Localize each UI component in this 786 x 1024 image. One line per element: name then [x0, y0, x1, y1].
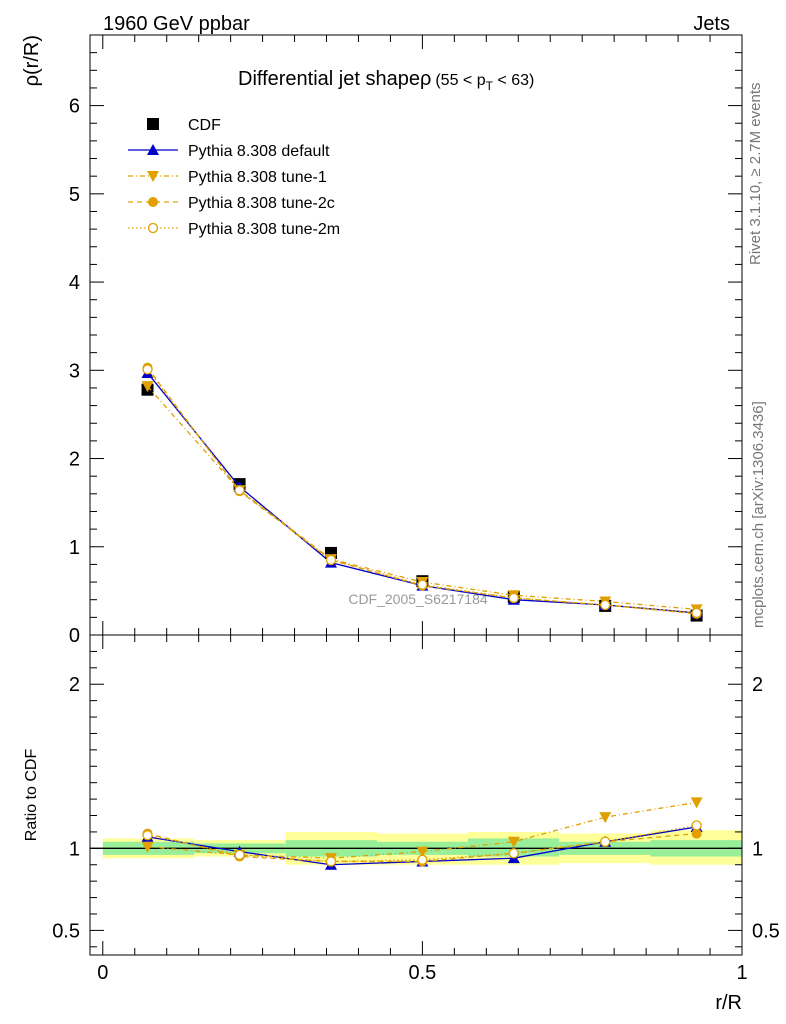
- header-right: Jets: [693, 13, 730, 35]
- legend-marker: [148, 197, 158, 207]
- x-tick-label: 1: [736, 962, 747, 984]
- band-inner: [467, 838, 560, 857]
- side-label-top: Rivet 3.1.10, ≥ 2.7M events: [747, 83, 764, 266]
- data-point: [691, 828, 702, 839]
- legend-marker: [147, 171, 159, 182]
- header-left: 1960 GeV ppbar: [103, 13, 250, 35]
- chart-title-cut-end: < 63): [493, 72, 534, 89]
- y-tick-label: 2: [69, 449, 80, 471]
- y-axis-label: ρ(r/R): [21, 35, 43, 86]
- series-pythia-8-308-tune-2m: [142, 820, 702, 867]
- data-point: [325, 856, 337, 867]
- y-tick-label-right: 2: [752, 674, 763, 696]
- data-point: [508, 592, 519, 604]
- x-tick-label: 0: [97, 962, 108, 984]
- legend-item: Pythia 8.308 default: [128, 143, 330, 160]
- legend-item: CDF: [147, 117, 221, 134]
- data-point: [417, 579, 428, 590]
- data-point: [325, 554, 337, 566]
- y-tick-label: 4: [69, 272, 80, 294]
- legend-item: Pythia 8.308 tune-2c: [128, 195, 335, 212]
- series-pythia-8-308-tune-2m: [142, 364, 702, 619]
- plot-frame: [89, 634, 743, 956]
- y-tick-label: 2: [69, 674, 80, 696]
- analysis-watermark: CDF_2005_S6217184: [348, 591, 488, 607]
- y-tick-label: 6: [69, 96, 80, 118]
- y-tick-label: 1: [69, 537, 80, 559]
- chart-title-main: Differential jet shapeρ: [238, 68, 431, 90]
- legend-marker: [147, 222, 159, 234]
- x-tick-label: 0.5: [408, 962, 436, 984]
- data-point: [234, 849, 245, 861]
- chart-title-cut-sub: T: [486, 79, 494, 93]
- ratio-y-axis-label: Ratio to CDF: [23, 749, 40, 842]
- data-point: [141, 841, 154, 853]
- data-point: [600, 836, 611, 847]
- legend-label: Pythia 8.308 tune-2m: [188, 221, 340, 238]
- data-point: [508, 848, 519, 859]
- y-tick-label-right: 1: [752, 838, 763, 860]
- side-label-bottom: mcplots.cern.ch [arXiv:1306.3436]: [750, 401, 767, 628]
- y-tick-label: 3: [69, 360, 80, 382]
- data-point: [690, 797, 703, 809]
- data-point: [507, 836, 520, 848]
- data-point: [599, 812, 612, 824]
- y-tick-label: 1: [69, 838, 80, 860]
- main-panel: 0 1 2 3 4 5 6 ρ(r/R) Differential jet shapeρ (55 …: [21, 34, 743, 647]
- data-point: [234, 485, 245, 496]
- legend-item: Pythia 8.308 tune-2m: [128, 221, 340, 238]
- y-tick-label: 5: [69, 184, 80, 206]
- legend-marker: [147, 118, 159, 130]
- legend-label: Pythia 8.308 default: [188, 143, 330, 160]
- data-point: [142, 364, 153, 375]
- y-tick-label: 0: [69, 625, 80, 647]
- data-point: [142, 830, 153, 841]
- x-axis-label: r/R: [715, 992, 742, 1014]
- y-tick-label-right: 0.5: [752, 920, 780, 942]
- data-point: [691, 820, 702, 831]
- legend-label: Pythia 8.308 tune-1: [188, 169, 327, 186]
- data-point: [416, 846, 429, 858]
- data-point: [691, 607, 702, 619]
- data-point: [417, 854, 428, 865]
- chart-title: Differential jet shapeρ (55 < pT < 63): [238, 68, 534, 93]
- legend-marker: [147, 144, 159, 155]
- legend-item: Pythia 8.308 tune-1: [128, 169, 327, 186]
- data-point: [141, 381, 154, 393]
- legend: CDF Pythia 8.308 default Pythia 8.308 tune…: [128, 117, 340, 238]
- y-tick-label: 0.5: [52, 920, 80, 942]
- legend-label: CDF: [188, 117, 221, 134]
- chart-title-cut: (55 < p: [435, 72, 485, 89]
- data-point: [600, 599, 611, 611]
- legend-label: Pythia 8.308 tune-2c: [188, 195, 335, 212]
